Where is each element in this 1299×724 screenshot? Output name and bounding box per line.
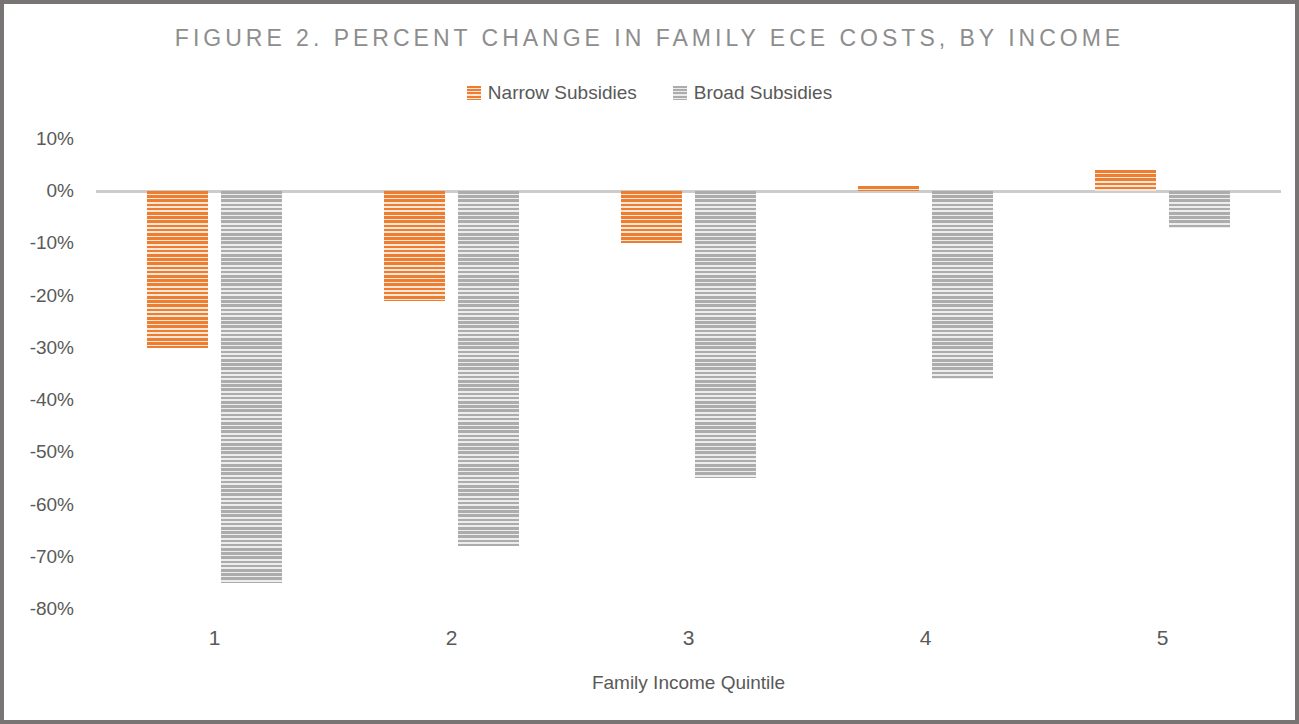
legend-item-broad-subsidies: Broad Subsidies xyxy=(673,82,832,104)
y-tick-label: -20% xyxy=(4,285,74,307)
y-tick-label: -70% xyxy=(4,546,74,568)
bar-narrow-quintile-5 xyxy=(1095,170,1156,191)
x-tick-label-quintile-5: 5 xyxy=(1123,626,1203,650)
y-tick-label: -30% xyxy=(4,337,74,359)
legend-swatch-narrow-icon xyxy=(467,86,481,100)
y-tick-label: -50% xyxy=(4,441,74,463)
y-tick-label: 0% xyxy=(4,180,74,202)
chart-title: FIGURE 2. PERCENT CHANGE IN FAMILY ECE C… xyxy=(4,25,1295,52)
x-tick-label-quintile-1: 1 xyxy=(175,626,255,650)
bar-narrow-quintile-2 xyxy=(384,191,445,301)
x-tick-label-quintile-3: 3 xyxy=(649,626,729,650)
bar-broad-quintile-3 xyxy=(695,191,756,478)
legend-swatch-broad-icon xyxy=(673,86,687,100)
legend-item-narrow-subsidies: Narrow Subsidies xyxy=(467,82,637,104)
bar-broad-quintile-2 xyxy=(458,191,519,546)
legend-label-broad: Broad Subsidies xyxy=(694,82,832,104)
bar-broad-quintile-1 xyxy=(221,191,282,583)
legend: Narrow Subsidies Broad Subsidies xyxy=(4,82,1295,104)
bar-broad-quintile-5 xyxy=(1169,191,1230,228)
plot-area xyxy=(96,139,1281,609)
bar-broad-quintile-4 xyxy=(932,191,993,379)
bar-narrow-quintile-4 xyxy=(858,186,919,191)
bar-narrow-quintile-1 xyxy=(147,191,208,348)
legend-label-narrow: Narrow Subsidies xyxy=(488,82,637,104)
y-tick-label: -10% xyxy=(4,232,74,254)
y-tick-label: -60% xyxy=(4,494,74,516)
x-axis-title: Family Income Quintile xyxy=(96,672,1281,694)
x-tick-label-quintile-4: 4 xyxy=(886,626,966,650)
chart-frame: FIGURE 2. PERCENT CHANGE IN FAMILY ECE C… xyxy=(0,0,1299,724)
y-tick-label: 10% xyxy=(4,128,74,150)
y-tick-label: -80% xyxy=(4,598,74,620)
bar-narrow-quintile-3 xyxy=(621,191,682,243)
x-tick-label-quintile-2: 2 xyxy=(412,626,492,650)
y-tick-label: -40% xyxy=(4,389,74,411)
